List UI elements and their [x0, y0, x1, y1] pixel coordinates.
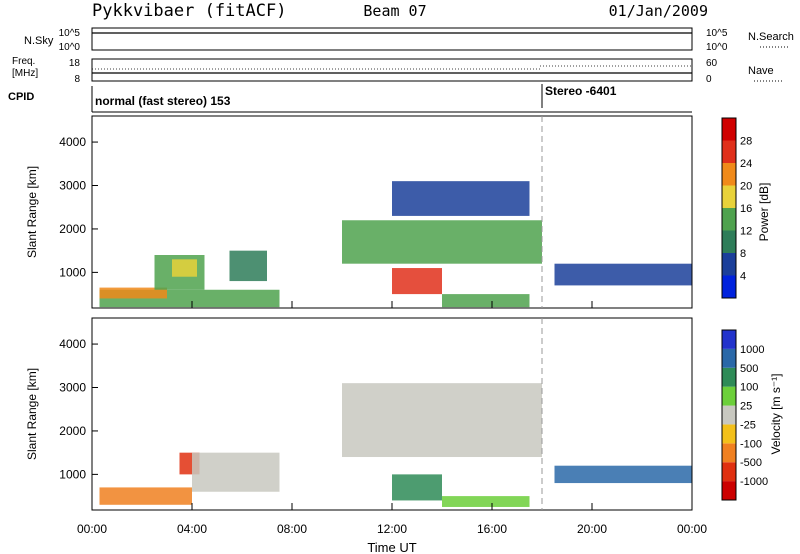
power-colorbar-swatch: [722, 163, 736, 186]
nsky-left-tick-bottom: 10^0: [59, 42, 81, 53]
nsky-label: N.Sky: [24, 35, 54, 47]
velocity-ytick-label: 2000: [59, 424, 86, 438]
velocity-colorbar-tick: -500: [740, 457, 762, 469]
power-colorbar-tick: 24: [740, 158, 752, 170]
velocity-heatmap: [99, 383, 692, 507]
power-region-3: [172, 259, 197, 277]
power-ytick-label: 4000: [59, 135, 86, 149]
power-heatmap: [99, 181, 692, 308]
velocity-region-2: [192, 452, 280, 492]
freq-label: Freq.: [12, 56, 35, 67]
nsky-left-tick-top: 10^5: [59, 28, 81, 39]
nsky-right-tick-bottom: 10^0: [706, 42, 728, 53]
power-colorbar-swatch: [722, 118, 736, 141]
nsearch-label: N.Search: [748, 31, 794, 43]
station-title: Pykkvibaer (fitACF): [92, 1, 286, 21]
time-tick-label: 08:00: [277, 522, 307, 536]
velocity-colorbar-swatch: [722, 405, 736, 425]
power-ytick-label: 2000: [59, 222, 86, 236]
velocity-region-4: [392, 474, 442, 501]
time-tick-label: 00:00: [77, 522, 107, 536]
power-ytick-label: 1000: [59, 265, 86, 279]
date-label: 01/Jan/2009: [609, 2, 708, 20]
power-ytick-label: 3000: [59, 179, 86, 193]
beam-label: Beam 07: [363, 2, 426, 20]
power-region-8: [442, 294, 530, 308]
time-axis-labels: 00:00 04:00 08:00 12:00 16:00 20:00 00:00: [77, 522, 707, 536]
power-region-1: [99, 287, 167, 299]
cpid-label: CPID: [8, 91, 34, 103]
time-tick-label: 12:00: [377, 522, 407, 536]
power-colorbar-tick: 8: [740, 248, 746, 260]
velocity-colorbar-swatch: [722, 367, 736, 387]
velocity-ytick-label: 3000: [59, 381, 86, 395]
power-region-4: [229, 250, 267, 282]
velocity-y-label: Slant Range [km]: [25, 368, 39, 460]
velocity-region-6: [554, 465, 692, 484]
power-colorbar-tick: 20: [740, 181, 752, 193]
nsky-panel-frame: [91, 27, 693, 51]
velocity-colorbar-tick: -25: [740, 419, 756, 431]
velocity-colorbar-tick: 500: [740, 363, 758, 375]
freq-right-tick-top: 60: [706, 58, 718, 69]
velocity-colorbar-swatch: [722, 481, 736, 500]
freq-unit-label: [MHz]: [12, 68, 38, 79]
power-region-9: [554, 263, 692, 286]
freq-panel-frame: [91, 58, 693, 82]
velocity-colorbar-tick: 25: [740, 401, 752, 413]
velocity-colorbar-swatch: [722, 424, 736, 444]
velocity-ytick-label: 4000: [59, 337, 86, 351]
velocity-y-axis: 1000 2000 3000 4000: [59, 337, 98, 481]
time-tick-label: 04:00: [177, 522, 207, 536]
nave-label: Nave: [748, 65, 774, 77]
power-colorbar-swatch: [722, 140, 736, 163]
nsky-right-tick-top: 10^5: [706, 28, 728, 39]
velocity-colorbar-swatch: [722, 462, 736, 482]
freq-left-tick-bottom: 8: [74, 74, 80, 85]
velocity-colorbar-swatch: [722, 443, 736, 463]
power-y-label: Slant Range [km]: [25, 166, 39, 258]
power-colorbar: 4 8 12 16 20 24 28: [721, 117, 752, 299]
velocity-colorbar-swatch: [722, 330, 736, 349]
freq-left-tick-top: 18: [69, 58, 81, 69]
time-tick-label: 20:00: [577, 522, 607, 536]
power-colorbar-swatch: [722, 230, 736, 253]
power-colorbar-frame: [721, 117, 737, 299]
power-y-axis: 1000 2000 3000 4000: [59, 135, 98, 279]
power-colorbar-swatch: [722, 253, 736, 276]
cpid-mode-1: normal (fast stereo) 153: [95, 94, 231, 108]
velocity-x-ticks: [91, 503, 693, 510]
velocity-colorbar-label: Velocity [m s⁻¹]: [769, 373, 783, 454]
time-tick-label: 00:00: [677, 522, 707, 536]
power-colorbar-swatch: [722, 185, 736, 208]
velocity-colorbar-frame: [721, 329, 737, 501]
velocity-region-0: [99, 487, 192, 505]
velocity-colorbar-swatch: [722, 386, 736, 406]
velocity-region-5: [442, 496, 530, 507]
velocity-colorbar-tick: 100: [740, 382, 758, 394]
velocity-colorbar-tick: -1000: [740, 476, 768, 488]
power-region-6: [392, 268, 442, 295]
velocity-colorbar-swatch: [722, 348, 736, 368]
cpid-mode-2: Stereo -6401: [545, 84, 617, 98]
power-colorbar-swatch: [722, 208, 736, 231]
velocity-colorbar: 1000 500 100 25 -25 -100 -500 -1000: [721, 329, 768, 501]
velocity-ytick-label: 1000: [59, 467, 86, 481]
velocity-region-3: [342, 383, 542, 458]
freq-right-tick-bottom: 0: [706, 74, 712, 85]
power-region-7: [392, 181, 530, 216]
power-colorbar-label: Power [dB]: [757, 183, 771, 242]
power-region-5: [342, 220, 542, 264]
power-colorbar-tick: 16: [740, 203, 752, 215]
power-colorbar-tick: 4: [740, 271, 746, 283]
time-tick-label: 16:00: [477, 522, 507, 536]
power-colorbar-swatch: [722, 275, 736, 298]
velocity-colorbar-tick: 1000: [740, 344, 764, 356]
velocity-colorbar-tick: -100: [740, 438, 762, 450]
power-colorbar-tick: 28: [740, 136, 752, 148]
power-x-ticks: [91, 301, 693, 308]
time-axis-title: Time UT: [367, 540, 416, 554]
power-colorbar-tick: 12: [740, 226, 752, 238]
